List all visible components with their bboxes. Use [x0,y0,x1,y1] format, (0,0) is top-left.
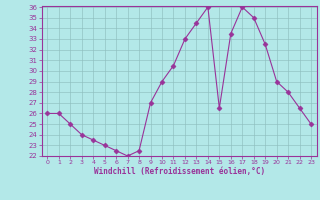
X-axis label: Windchill (Refroidissement éolien,°C): Windchill (Refroidissement éolien,°C) [94,167,265,176]
